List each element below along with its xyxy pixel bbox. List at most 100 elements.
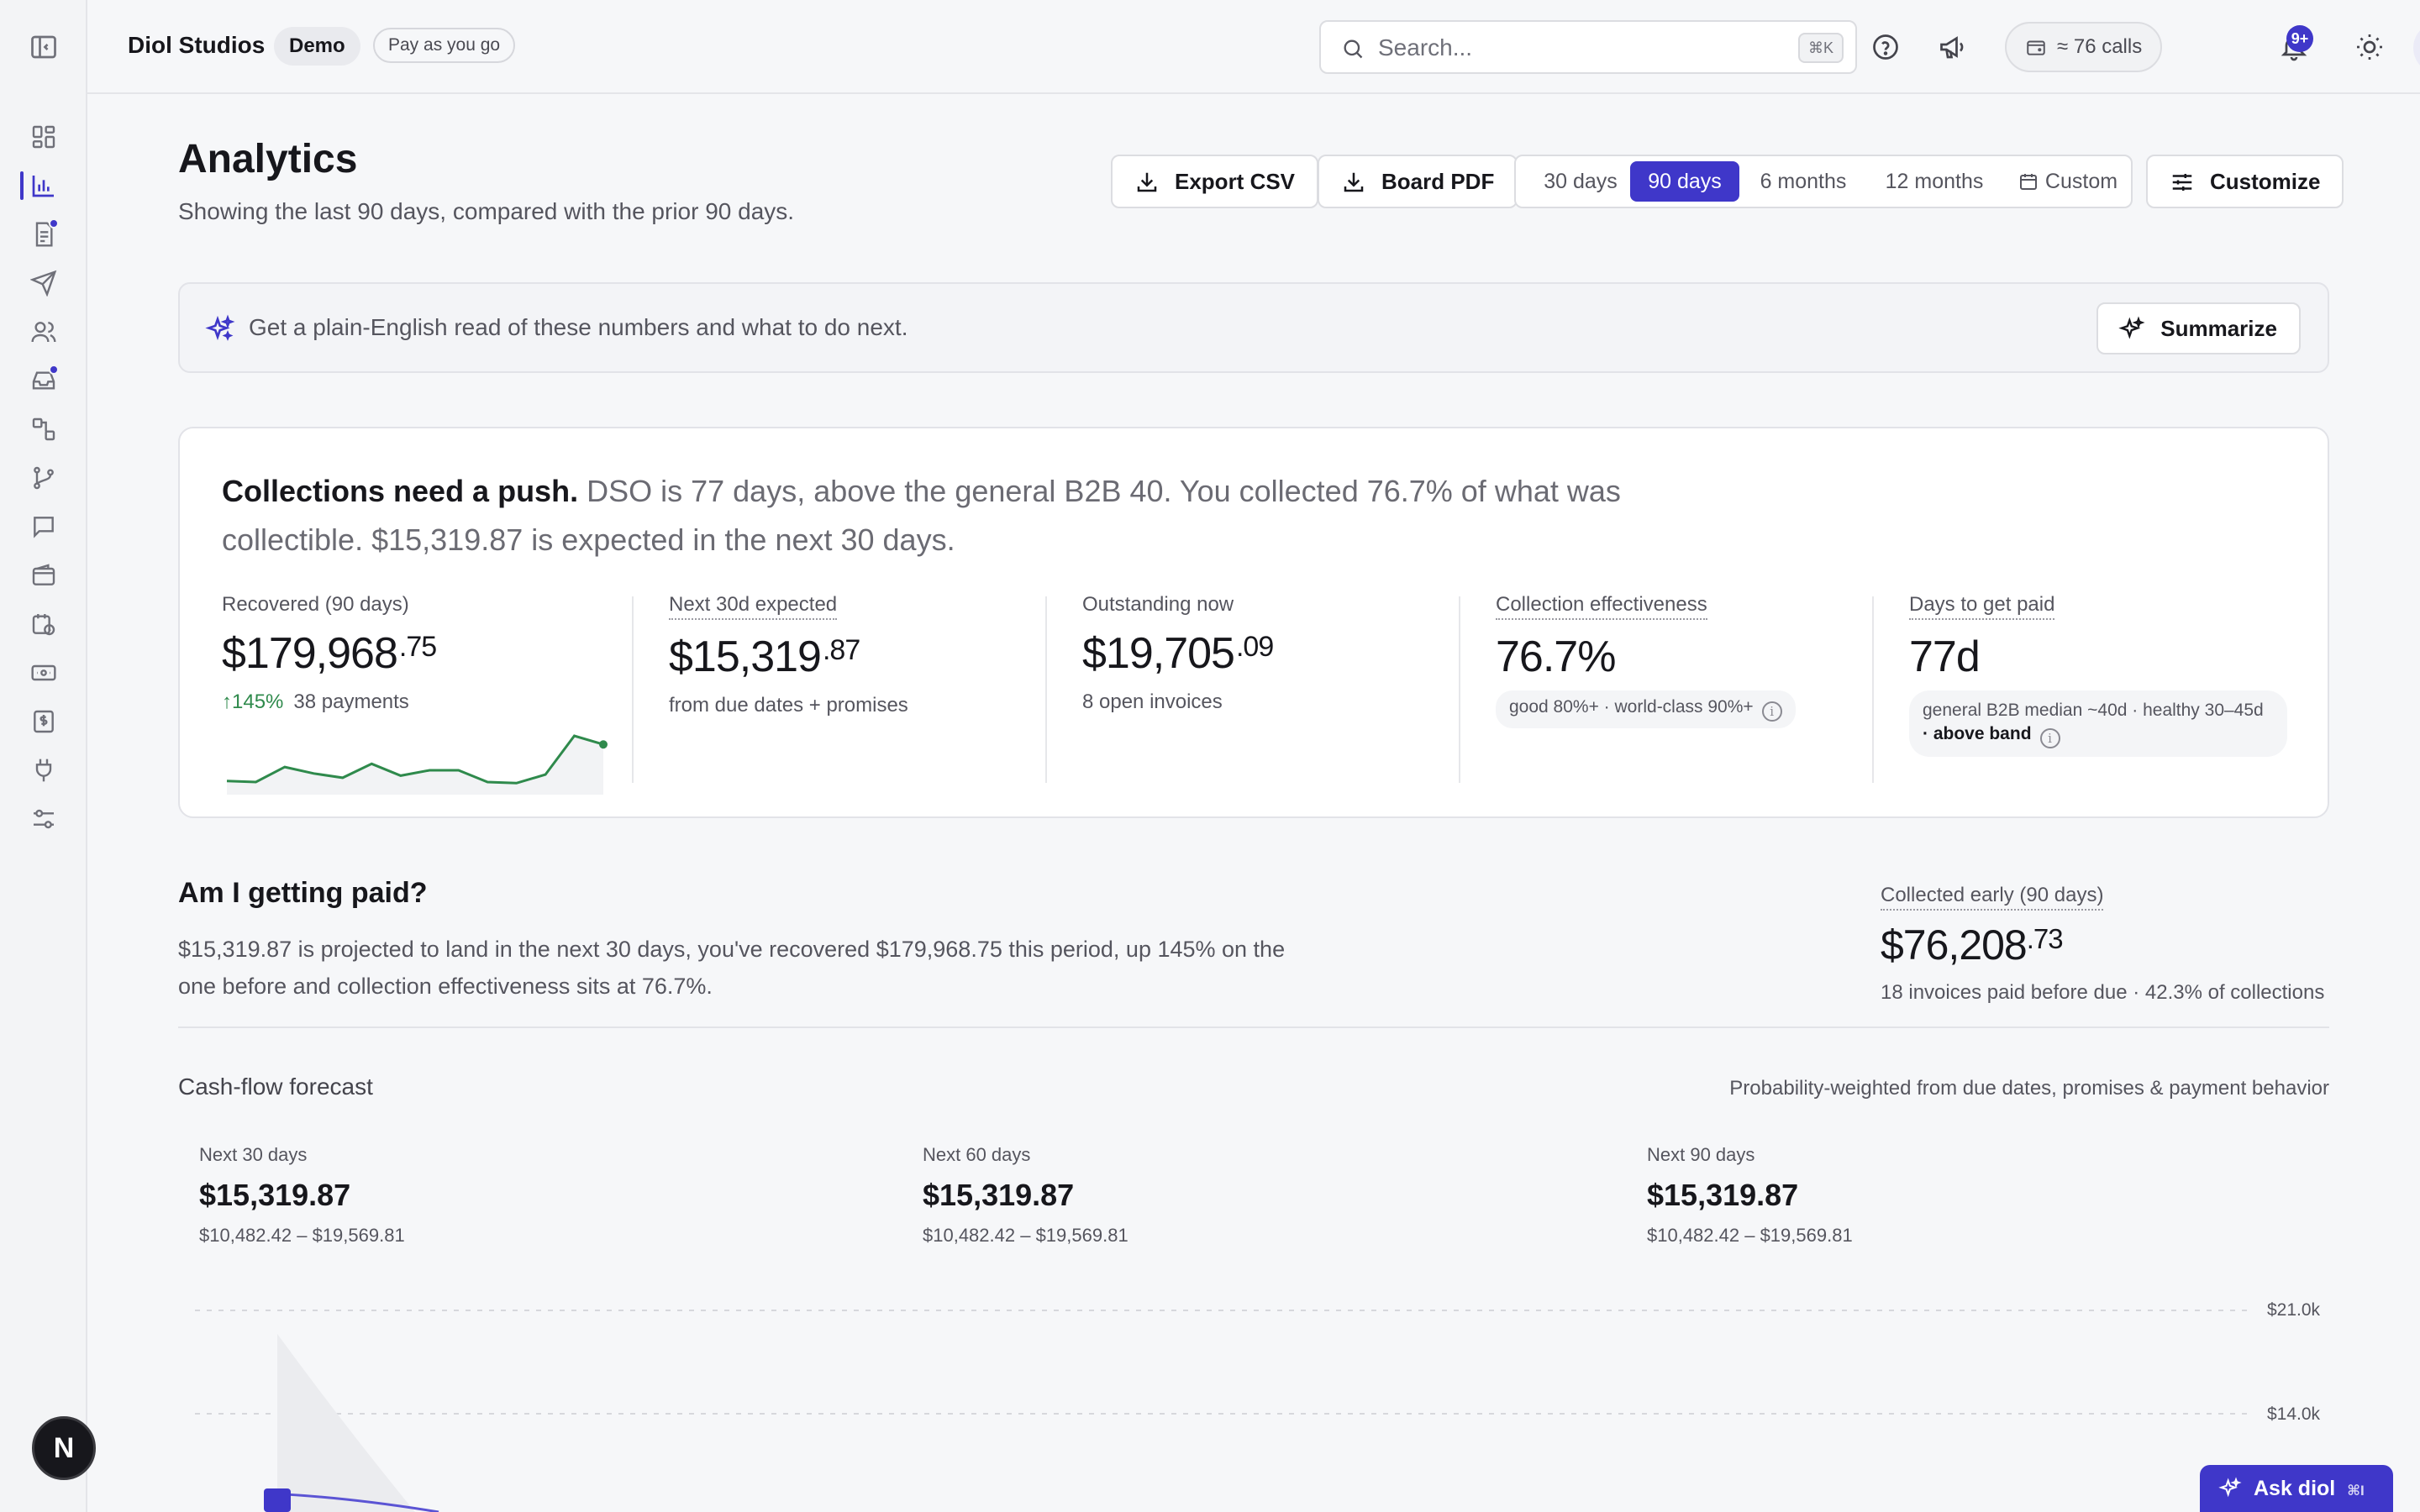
kpi-note: ↑145% 38 payments — [222, 690, 634, 714]
benchmark-text: general B2B median ~40d · healthy 30–45d — [1923, 701, 2264, 720]
search-input[interactable] — [1378, 32, 1781, 64]
kpi-recovered: Recovered (90 days) $179,968.75 ↑145% 38 … — [222, 593, 634, 795]
invoices-icon — [35, 222, 53, 247]
kpi-cents: .75 — [398, 631, 437, 663]
workspace-avatar[interactable]: N — [32, 1416, 96, 1480]
sidebar-nav — [0, 113, 87, 843]
forecast-value: $15,319.87 — [1647, 1178, 1799, 1212]
announcements-button[interactable] — [1934, 29, 1971, 66]
forecast-subtitle: Probability-weighted from due dates, pro… — [1729, 1077, 2329, 1100]
range-custom-label: Custom — [2044, 170, 2118, 193]
kpi-dollars: $179,968 — [222, 629, 398, 678]
benchmark-chip: general B2B median ~40d · healthy 30–45d… — [1909, 690, 2287, 757]
sidebar-item-messages[interactable] — [0, 502, 87, 551]
sidebar-item-settings[interactable] — [0, 795, 87, 843]
integrations-icon — [35, 759, 52, 782]
inbox-notification-dot — [49, 365, 59, 375]
summarize-button[interactable]: Summarize — [2096, 302, 2301, 354]
sidebar-item-schedule[interactable] — [0, 600, 87, 648]
summarize-label: Summarize — [2160, 316, 2277, 341]
forecast-chart-svg — [195, 1310, 2250, 1512]
topbar: Diol Studios Demo Pay as you go ⌘K ≈ 76 … — [87, 0, 2420, 94]
customize-button[interactable]: Customize — [2146, 155, 2344, 208]
benchmark-text: good 80%+ · world-class 90%+ — [1509, 697, 1754, 717]
sidebar-item-dashboard[interactable] — [0, 113, 87, 161]
sparkles-icon — [2118, 316, 2145, 339]
range-6-months[interactable]: 6 months — [1760, 170, 1847, 193]
branch-icon — [34, 466, 54, 490]
headline-emphasis: Collections need a push. — [222, 474, 579, 508]
info-icon[interactable]: i — [2039, 728, 2060, 748]
calendar-icon — [2019, 174, 2037, 190]
kpi-label: Next 30d expected — [669, 593, 838, 620]
payments-count: 38 payments — [293, 690, 409, 713]
download-icon — [1344, 172, 1364, 192]
sidebar-item-integrations[interactable] — [0, 746, 87, 795]
download-icon — [1137, 172, 1157, 192]
info-icon[interactable]: i — [1761, 701, 1782, 722]
customers-icon — [31, 322, 56, 343]
kpi-outstanding: Outstanding now $19,705.09 8 open invoic… — [1082, 593, 1494, 780]
notifications-badge: 9+ — [2286, 25, 2313, 52]
section-body: $15,319.87 is projected to land in the n… — [178, 937, 1286, 999]
ask-diol-label: Ask diol — [2254, 1477, 2336, 1500]
kpi-next-30d-expected[interactable]: Next 30d expected $15,319.87 from due da… — [669, 593, 1081, 780]
sidebar-toggle-icon[interactable] — [29, 32, 59, 62]
analytics-icon — [32, 176, 54, 197]
kpi-value: 76.7% — [1496, 633, 1616, 681]
sparkline-area — [227, 736, 603, 795]
forecast-range: $10,482.42 – $19,569.81 — [923, 1225, 1128, 1246]
collected-early-note: 18 invoices paid before due · 42.3% of c… — [1881, 981, 2325, 1004]
range-90-days[interactable]: 90 days — [1630, 161, 1739, 202]
benchmark-chip: good 80%+ · world-class 90%+ i — [1496, 690, 1796, 728]
section-title: Am I getting paid? — [178, 877, 428, 909]
kpi-value: $19,705.09 — [1082, 628, 1494, 679]
kpi-cents: .87 — [822, 634, 860, 666]
sidebar-item-send[interactable] — [0, 259, 87, 307]
user-avatar[interactable]: S — [2413, 22, 2420, 74]
forecast-bar[interactable] — [264, 1488, 291, 1512]
sidebar-item-analytics[interactable] — [0, 161, 87, 210]
inbox-icon — [32, 371, 55, 390]
kpi-note: from due dates + promises — [669, 694, 908, 717]
forecast-label: Next 90 days — [1647, 1144, 1755, 1165]
sidebar-item-customers[interactable] — [0, 307, 87, 356]
sidebar-item-invoices[interactable] — [0, 210, 87, 259]
calls-credit-button[interactable]: ≈ 76 calls — [2005, 22, 2163, 72]
theme-toggle-button[interactable] — [2351, 29, 2388, 66]
export-csv-button[interactable]: Export CSV — [1111, 155, 1319, 208]
section-divider — [178, 1026, 2329, 1028]
band-status: · above band — [1923, 724, 2032, 743]
invoices-notification-dot — [49, 218, 59, 228]
calls-label: ≈ 76 calls — [2057, 35, 2143, 58]
wallet-icon — [2027, 40, 2045, 55]
forecast-band — [277, 1334, 415, 1512]
forecast-chart: $21.0k $14.0k — [178, 1277, 2329, 1512]
kpi-days-to-get-paid[interactable]: Days to get paid 77d general B2B median … — [1909, 593, 2321, 780]
sidebar-item-billing[interactable] — [0, 697, 87, 746]
range-30-days[interactable]: 30 days — [1544, 170, 1618, 193]
forecast-label: Next 60 days — [923, 1144, 1031, 1165]
kpi-collection-effectiveness[interactable]: Collection effectiveness 76.7% good 80%+… — [1496, 593, 1907, 780]
collected-early-dollars: $76,208 — [1881, 921, 2028, 969]
ask-diol-button[interactable]: Ask diol ⌘I — [2200, 1465, 2393, 1512]
collected-early-label[interactable]: Collected early (90 days) — [1881, 884, 2104, 911]
sidebar-item-payments[interactable] — [0, 648, 87, 697]
sidebar-item-inbox[interactable] — [0, 356, 87, 405]
sidebar-item-branches[interactable] — [0, 454, 87, 502]
plan-badge[interactable]: Pay as you go — [373, 28, 516, 63]
sidebar-item-wallet[interactable] — [0, 551, 87, 600]
wallet-icon — [32, 564, 55, 585]
kpi-value: $15,319.87 — [669, 632, 1081, 682]
search-box[interactable]: ⌘K — [1319, 20, 1857, 74]
headline-detail: DSO is 77 days, above the general B2B 40… — [222, 474, 1621, 557]
range-custom[interactable]: Custom — [2007, 161, 2129, 202]
help-button[interactable] — [1867, 29, 1904, 66]
y-tick-label: $14.0k — [2267, 1404, 2321, 1424]
range-12-months[interactable]: 12 months — [1885, 170, 1984, 193]
board-pdf-button[interactable]: Board PDF — [1318, 155, 1518, 208]
sparkles-icon — [2218, 1477, 2242, 1498]
forecast-range: $10,482.42 – $19,569.81 — [1647, 1225, 1853, 1246]
sidebar-item-workflows[interactable] — [0, 405, 87, 454]
org-name[interactable]: Diol Studios — [128, 32, 266, 58]
